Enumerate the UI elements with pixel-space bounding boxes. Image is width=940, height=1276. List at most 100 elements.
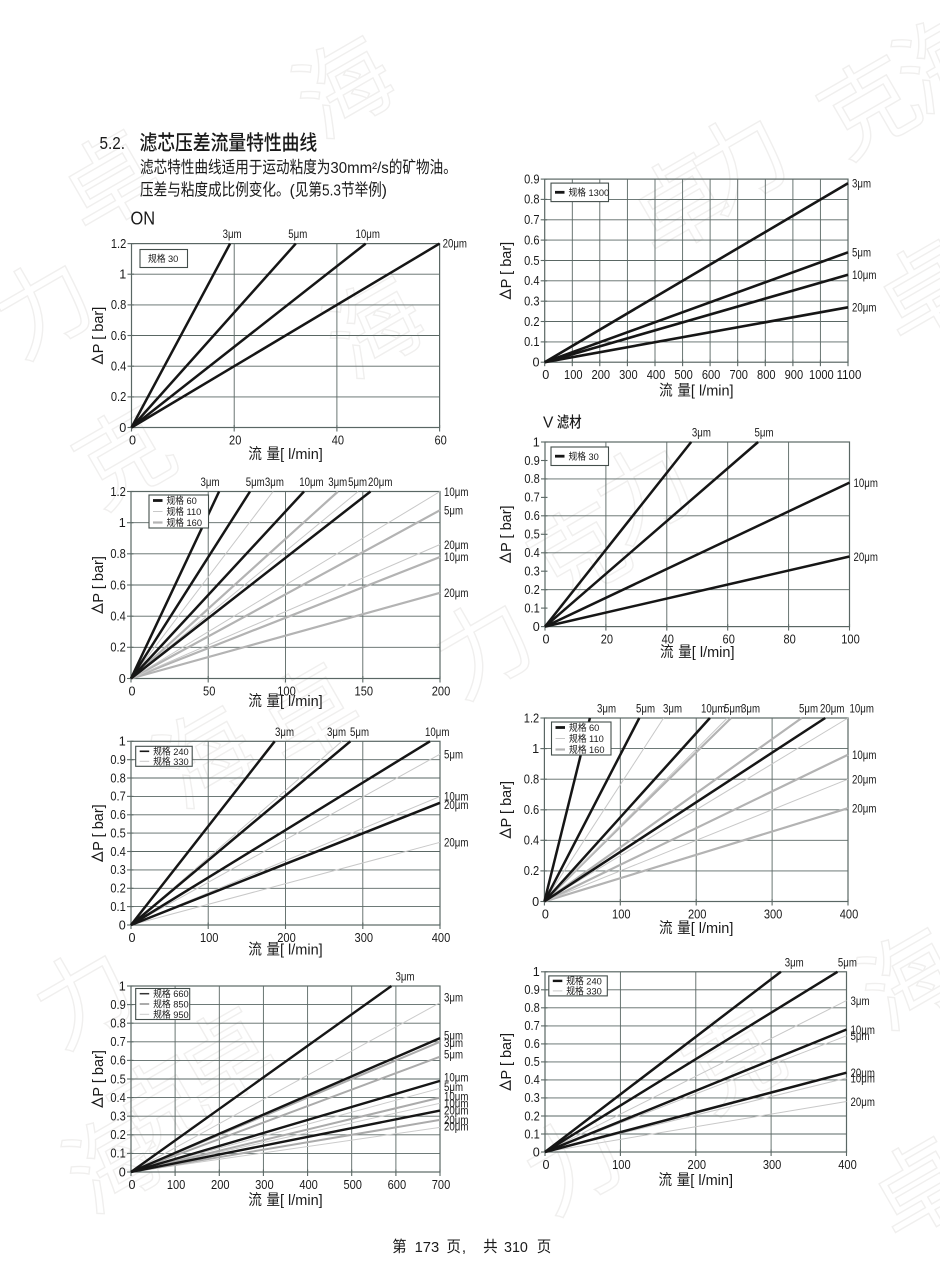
svg-text:400: 400 [432,931,451,945]
svg-text:5μm: 5μm [444,748,463,762]
svg-text:10μm: 10μm [444,485,468,499]
svg-text:500: 500 [343,1178,362,1192]
svg-text:0: 0 [129,434,136,448]
svg-text:0.2: 0.2 [110,1128,125,1142]
svg-text:5μm: 5μm [636,702,655,716]
svg-text:0.4: 0.4 [110,610,125,624]
svg-text:3μm: 3μm [741,702,760,716]
svg-text:(: ( [290,183,296,200]
svg-text:0.7: 0.7 [524,213,539,227]
svg-text:5μm: 5μm [246,475,265,489]
svg-text:1: 1 [119,979,126,993]
svg-text:0.3: 0.3 [110,1110,125,1124]
svg-text:[ l/min]: [ l/min] [691,384,734,400]
svg-text:950: 950 [173,1010,189,1020]
svg-text:0: 0 [119,421,126,435]
svg-text:0: 0 [532,895,539,909]
svg-text:P [ bar]: P [ bar] [91,1050,107,1096]
svg-text:3μm: 3μm [328,475,347,489]
svg-text:0: 0 [128,1178,135,1192]
svg-text:5μm: 5μm [838,955,857,969]
svg-text:0: 0 [119,918,126,932]
svg-text:3μm: 3μm [444,1036,463,1050]
svg-text:20μm: 20μm [852,301,876,315]
svg-text:0.7: 0.7 [110,1035,125,1049]
svg-text:20μm: 20μm [444,836,468,850]
svg-text:5μm: 5μm [852,246,871,260]
svg-text:0.9: 0.9 [524,172,539,186]
svg-text:60: 60 [434,434,446,448]
svg-text:10μm: 10μm [701,702,725,716]
svg-text:[ l/min]: [ l/min] [692,645,735,661]
svg-text:0.5: 0.5 [524,254,539,268]
svg-text:0: 0 [128,931,135,945]
svg-text:0.2: 0.2 [524,864,539,878]
svg-text:3μm: 3μm [597,702,616,716]
svg-text:0.7: 0.7 [110,790,125,804]
svg-text:20μm: 20μm [851,1066,875,1080]
svg-text:1000: 1000 [809,368,834,382]
svg-text:20μm: 20μm [444,1103,468,1117]
svg-text:3μm: 3μm [785,955,804,969]
svg-text:0.1: 0.1 [524,335,539,349]
svg-text:0.8: 0.8 [524,472,539,486]
svg-text:0.4: 0.4 [524,274,539,288]
svg-text:3μm: 3μm [223,227,242,241]
svg-text:600: 600 [388,1178,407,1192]
svg-text:80: 80 [783,633,795,647]
svg-text:0.8: 0.8 [524,773,539,787]
svg-text:5.3: 5.3 [322,183,341,200]
svg-text:400: 400 [838,1158,857,1172]
svg-text:0.8: 0.8 [110,1017,125,1031]
svg-text:0.6: 0.6 [524,509,539,523]
svg-text:5μm: 5μm [851,1029,870,1043]
svg-text:20μm: 20μm [368,475,392,489]
svg-text:P [ bar]: P [ bar] [91,307,107,353]
svg-text:30: 30 [589,452,599,462]
svg-text:1: 1 [119,516,126,530]
svg-text:0.9: 0.9 [110,998,125,1012]
svg-text:160: 160 [187,518,203,528]
svg-text:1: 1 [119,268,126,282]
svg-text:0: 0 [533,620,540,634]
svg-text:0: 0 [128,685,135,699]
svg-text:0: 0 [119,1165,126,1179]
svg-text:0: 0 [542,908,549,922]
svg-text:P [ bar]: P [ bar] [499,1033,515,1079]
svg-text:P [ bar]: P [ bar] [91,804,107,850]
svg-text:200: 200 [211,1178,230,1192]
svg-text:20μm: 20μm [852,773,876,787]
svg-text:100: 100 [841,633,860,647]
svg-text:500: 500 [674,368,693,382]
svg-text:0.8: 0.8 [110,547,125,561]
svg-text:10μm: 10μm [444,1096,468,1110]
svg-text:330: 330 [586,986,602,996]
svg-text:300: 300 [619,368,638,382]
svg-text:200: 200 [277,931,296,945]
svg-text:20μm: 20μm [444,798,468,812]
svg-text:[ l/min]: [ l/min] [280,694,323,710]
svg-text:1.2: 1.2 [524,711,539,725]
svg-text:100: 100 [612,1158,631,1172]
svg-text:400: 400 [840,908,859,922]
svg-text:20μm: 20μm [820,702,844,716]
svg-text:3μm: 3μm [692,426,711,440]
svg-text:5μm: 5μm [444,1047,463,1061]
svg-text:173: 173 [415,1239,440,1256]
svg-text:700: 700 [432,1178,451,1192]
svg-text:240: 240 [173,747,189,757]
svg-text:100: 100 [200,931,219,945]
svg-text:10μm: 10μm [850,702,874,716]
svg-text:0.8: 0.8 [524,193,539,207]
svg-text:5μm: 5μm [799,702,818,716]
svg-text:P [ bar]: P [ bar] [91,556,107,602]
svg-text:[ l/min]: [ l/min] [280,943,323,959]
svg-text:0.6: 0.6 [111,329,126,343]
svg-text:20μm: 20μm [851,1095,875,1109]
svg-text:100: 100 [612,908,631,922]
svg-text:1100: 1100 [837,368,862,382]
svg-text:200: 200 [432,685,451,699]
svg-text:5μm: 5μm [348,475,367,489]
svg-text:[ l/min]: [ l/min] [691,921,734,937]
svg-text:5μm: 5μm [444,1028,463,1042]
